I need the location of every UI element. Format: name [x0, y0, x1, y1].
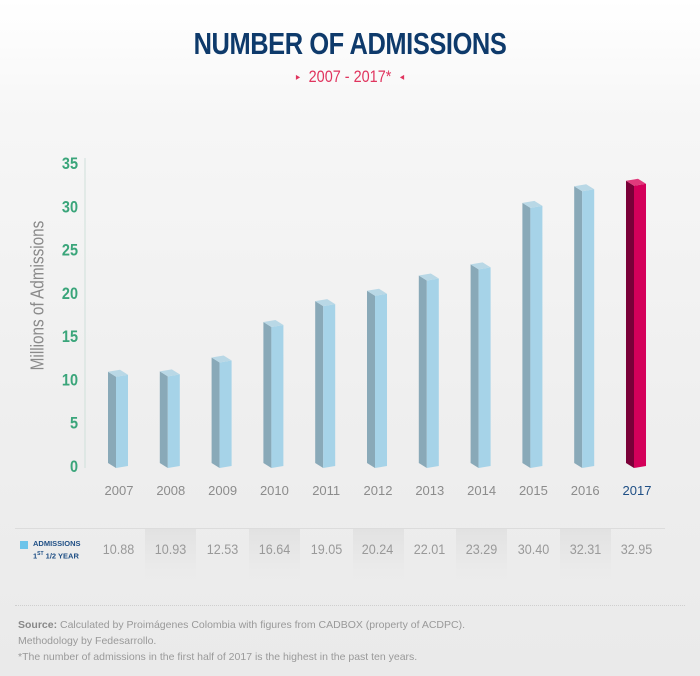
value-label: 19.05 — [310, 541, 342, 557]
footnote: *The number of admissions in the first h… — [18, 651, 418, 663]
value-label: 32.31 — [569, 541, 601, 557]
y-tick-label: 20 — [62, 285, 78, 303]
bar-top — [522, 200, 543, 208]
bar-top — [211, 355, 232, 363]
bar — [478, 267, 491, 468]
value-label: 10.88 — [103, 541, 135, 557]
y-tick-label: 0 — [70, 458, 78, 476]
legend-swatch — [20, 541, 28, 549]
table-cell-value: 10.88 — [94, 529, 145, 589]
footer-notes: Source: Calculated by Proimágenes Colomb… — [18, 617, 465, 665]
bar — [323, 304, 336, 468]
bar — [530, 205, 543, 468]
table-cell-value: 30.40 — [508, 529, 559, 589]
bar-top — [108, 369, 128, 377]
source-label: Source: — [18, 619, 58, 631]
table-cell-value: 22.01 — [404, 529, 455, 589]
legend-label-line2: 1ST 1/2 YEAR — [33, 549, 81, 562]
bar — [219, 360, 232, 468]
bar-side — [315, 301, 324, 468]
legend-label: ADMISSIONS 1ST 1/2 YEAR — [33, 539, 81, 562]
y-tick-label: 25 — [62, 242, 78, 260]
bar — [375, 293, 387, 468]
data-table-row: ADMISSIONS 1ST 1/2 YEAR 10.88 10.93 12.53 1… — [15, 528, 665, 589]
bar-side — [367, 290, 375, 468]
x-tick-label: 2010 — [260, 483, 289, 498]
bar-top — [626, 178, 646, 186]
chart-title: NUMBER OF ADMISSIONS — [193, 26, 507, 61]
bar — [634, 183, 646, 469]
table-cell-value: 32.31 — [559, 529, 611, 589]
y-tick-label: 5 — [70, 415, 78, 433]
bar — [271, 324, 284, 468]
subtitle-text: 2007 - 2017* — [308, 67, 392, 86]
bar-top — [418, 273, 439, 281]
legend-label-num: 1 — [33, 551, 38, 561]
bar-top — [315, 299, 336, 307]
bar-side — [263, 321, 272, 468]
source-line: Source: Calculated by Proimágenes Colomb… — [18, 617, 465, 633]
value-label: 30.40 — [517, 541, 550, 557]
y-tick-label: 35 — [62, 155, 78, 173]
legend-label-rest: 1/2 YEAR — [43, 551, 79, 561]
x-tick-label: 2007 — [105, 483, 134, 498]
bar-side — [159, 371, 168, 468]
x-tick-label: 2016 — [571, 483, 600, 498]
source-text: Calculated by Proimágenes Colombia with … — [57, 619, 465, 631]
value-label: 12.53 — [206, 541, 239, 557]
value-label: 32.95 — [621, 541, 653, 557]
value-label: 22.01 — [414, 541, 446, 557]
bar — [167, 374, 180, 468]
table-cell-value: 19.05 — [301, 529, 352, 589]
table-cell-value: 16.64 — [248, 529, 300, 589]
x-tick-label: 2011 — [312, 483, 340, 498]
x-tick-label: 2008 — [156, 483, 185, 498]
table-cell-value: 23.29 — [456, 529, 508, 589]
bar-top — [367, 288, 387, 296]
chart-subtitle: ▸ 2007 - 2017* ◂ — [53, 67, 648, 87]
bar-side — [108, 371, 116, 468]
x-tick-label: 2009 — [208, 483, 237, 498]
y-tick-label: 30 — [62, 198, 78, 216]
bar-top — [263, 319, 284, 327]
y-tick-label: 15 — [62, 328, 78, 346]
x-tick-label: 2017 — [623, 483, 652, 498]
table-cell-value: 10.93 — [145, 529, 197, 589]
bar-side — [574, 186, 583, 468]
x-tick-label: 2012 — [364, 483, 393, 498]
x-tick-label: 2013 — [415, 483, 444, 498]
footer-divider — [15, 605, 685, 606]
y-tick-label: 10 — [62, 371, 78, 389]
table-cell-value: 12.53 — [197, 529, 248, 589]
bar — [116, 374, 128, 468]
bar — [582, 189, 595, 468]
bar-top — [470, 262, 491, 270]
bar-side — [211, 357, 220, 468]
bar-side — [470, 264, 479, 468]
bar-side — [626, 180, 634, 469]
triangle-right-icon: ▸ — [295, 72, 301, 83]
bar-top — [574, 184, 595, 192]
legend-label-line1: ADMISSIONS — [33, 539, 81, 548]
value-label: 20.24 — [362, 541, 394, 557]
value-label: 16.64 — [258, 541, 291, 557]
x-tick-label: 2015 — [519, 483, 548, 498]
legend-label-sup: ST — [37, 551, 44, 557]
methodology-line: Methodology by Fedesarrollo. — [18, 635, 157, 647]
table-cell-value: 20.24 — [352, 529, 404, 589]
triangle-left-icon: ◂ — [399, 72, 405, 83]
bar-top — [159, 369, 180, 377]
x-tick-label: 2014 — [467, 483, 496, 498]
value-label: 10.93 — [155, 541, 187, 557]
table-cell-value: 32.95 — [612, 529, 663, 589]
bar-chart: 0 5 10 15 20 25 30 35 2007 2008 2009 2010 2011 2012 20… — [62, 155, 652, 498]
bar — [426, 278, 439, 468]
bar-side — [418, 275, 427, 468]
value-label: 23.29 — [465, 541, 498, 557]
bar-side — [522, 202, 531, 468]
